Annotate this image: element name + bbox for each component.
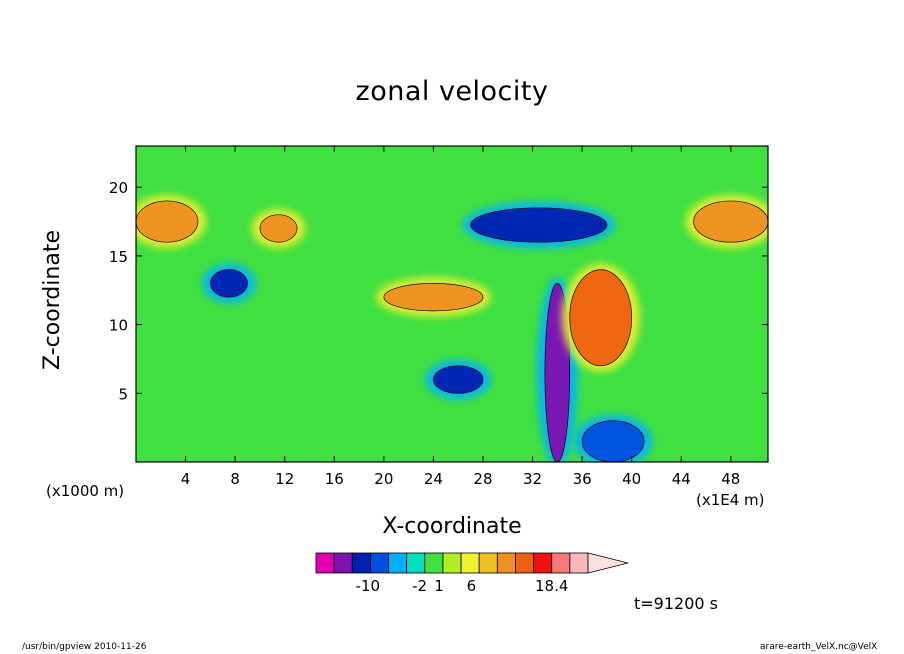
colorbar-segment bbox=[460, 552, 480, 574]
x-tick-label: 44 bbox=[672, 470, 691, 488]
y-axis-label-text: Z-coordinate bbox=[40, 230, 65, 370]
colorbar-extension bbox=[587, 552, 629, 574]
x-tick-label: 20 bbox=[374, 470, 393, 488]
colorbar-segment bbox=[406, 552, 426, 574]
colorbar-segment bbox=[515, 552, 535, 574]
x-tick-label: 8 bbox=[230, 470, 240, 488]
colorbar-segment bbox=[569, 552, 589, 574]
colorbar-tick-label: 6 bbox=[467, 577, 477, 595]
colorbar-segment bbox=[442, 552, 462, 574]
colorbar-segment bbox=[388, 552, 408, 574]
y-tick-label: 15 bbox=[109, 248, 128, 266]
x-tick-label: 48 bbox=[721, 470, 740, 488]
colorbar-tick-label: -2 bbox=[412, 577, 427, 595]
colorbar-tick-label: 18.4 bbox=[535, 577, 568, 595]
x-unit-label: (x1000 m) bbox=[46, 482, 125, 500]
colorbar-tick-label: -10 bbox=[356, 577, 381, 595]
field-region bbox=[210, 269, 248, 298]
colorbar-segment bbox=[551, 552, 571, 574]
colorbar: -10 -2 1 6 18.4 bbox=[315, 552, 629, 595]
colorbar-segment bbox=[496, 552, 516, 574]
y-tick-label: 5 bbox=[118, 385, 128, 403]
plot-frame bbox=[135, 145, 769, 463]
x-tick-label: 36 bbox=[573, 470, 592, 488]
field-region bbox=[470, 207, 608, 243]
colorbar-segment bbox=[478, 552, 498, 574]
x-scale-label: (x1E4 m) bbox=[696, 491, 765, 509]
footer-file: arare-earth_VelX.nc@VelX bbox=[760, 642, 878, 652]
x-tick-label: 12 bbox=[275, 470, 294, 488]
colorbar-segment bbox=[533, 552, 553, 574]
field-region bbox=[433, 365, 484, 394]
footer-program: /usr/bin/gpview 2010-11-26 bbox=[22, 642, 147, 652]
velocity-field bbox=[136, 146, 768, 462]
y-tick-label: 20 bbox=[109, 179, 128, 197]
colorbar-segment bbox=[424, 552, 444, 574]
field-region bbox=[259, 214, 298, 243]
x-axis-label: X-coordinate bbox=[382, 514, 522, 539]
x-tick-label: 16 bbox=[325, 470, 344, 488]
chart-title: zonal velocity bbox=[355, 76, 549, 107]
colorbar-segment bbox=[369, 552, 389, 574]
field-region bbox=[569, 269, 633, 367]
x-tick-label: 28 bbox=[473, 470, 492, 488]
field-region bbox=[581, 420, 645, 462]
field-region bbox=[136, 200, 199, 243]
field-region bbox=[383, 283, 484, 312]
colorbar-segment bbox=[351, 552, 371, 574]
x-tick-label: 24 bbox=[424, 470, 443, 488]
y-tick-label: 10 bbox=[109, 317, 128, 335]
x-tick-label: 4 bbox=[181, 470, 191, 488]
field-region bbox=[693, 200, 768, 243]
x-tick-label: 40 bbox=[622, 470, 641, 488]
x-tick-label: 32 bbox=[523, 470, 542, 488]
time-label: t=91200 s bbox=[634, 594, 718, 613]
colorbar-segment bbox=[333, 552, 353, 574]
colorbar-segment bbox=[315, 552, 335, 574]
colorbar-tick-label: 1 bbox=[434, 577, 444, 595]
